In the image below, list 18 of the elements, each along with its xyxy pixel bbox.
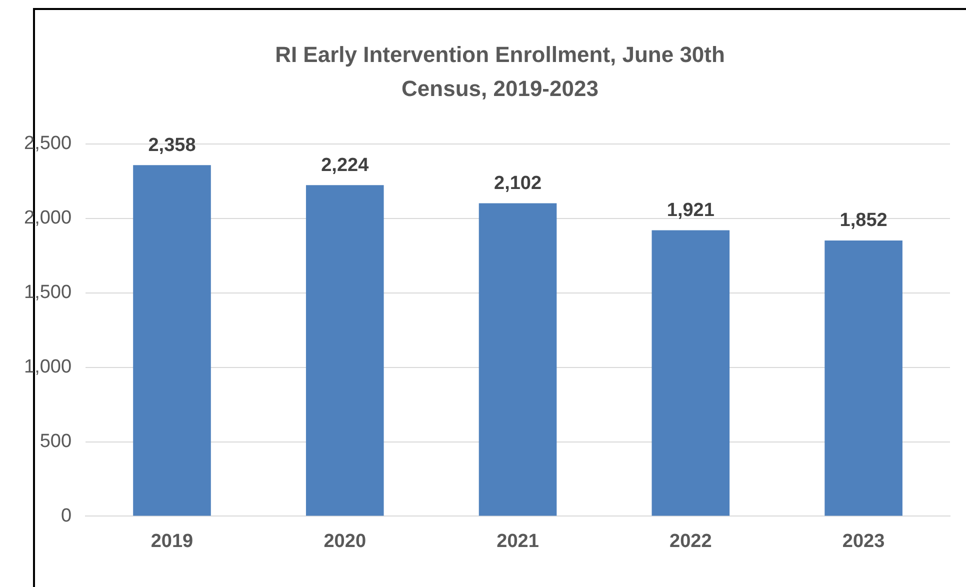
bar bbox=[652, 230, 730, 516]
x-tick-label: 2019 bbox=[150, 530, 194, 552]
data-label: 1,852 bbox=[840, 210, 888, 232]
data-label: 1,921 bbox=[666, 200, 715, 221]
data-label: 2,102 bbox=[494, 172, 542, 194]
bar bbox=[478, 203, 557, 516]
y-tick-label: 0 bbox=[60, 505, 72, 526]
chart-title: RI Early Intervention Enrollment, June 30th Census, 2019-2023 bbox=[274, 41, 726, 103]
x-tick-label: 2022 bbox=[670, 530, 712, 552]
x-tick-label: 2023 bbox=[842, 530, 885, 552]
x-tick-label: 2021 bbox=[496, 530, 540, 552]
bar bbox=[133, 165, 211, 516]
data-label: 2,358 bbox=[148, 134, 196, 156]
y-tick-label: 500 bbox=[40, 430, 72, 452]
bar bbox=[306, 185, 384, 516]
bar bbox=[824, 240, 902, 516]
data-label: 2,224 bbox=[321, 154, 370, 176]
x-tick-label: 2020 bbox=[324, 530, 366, 552]
